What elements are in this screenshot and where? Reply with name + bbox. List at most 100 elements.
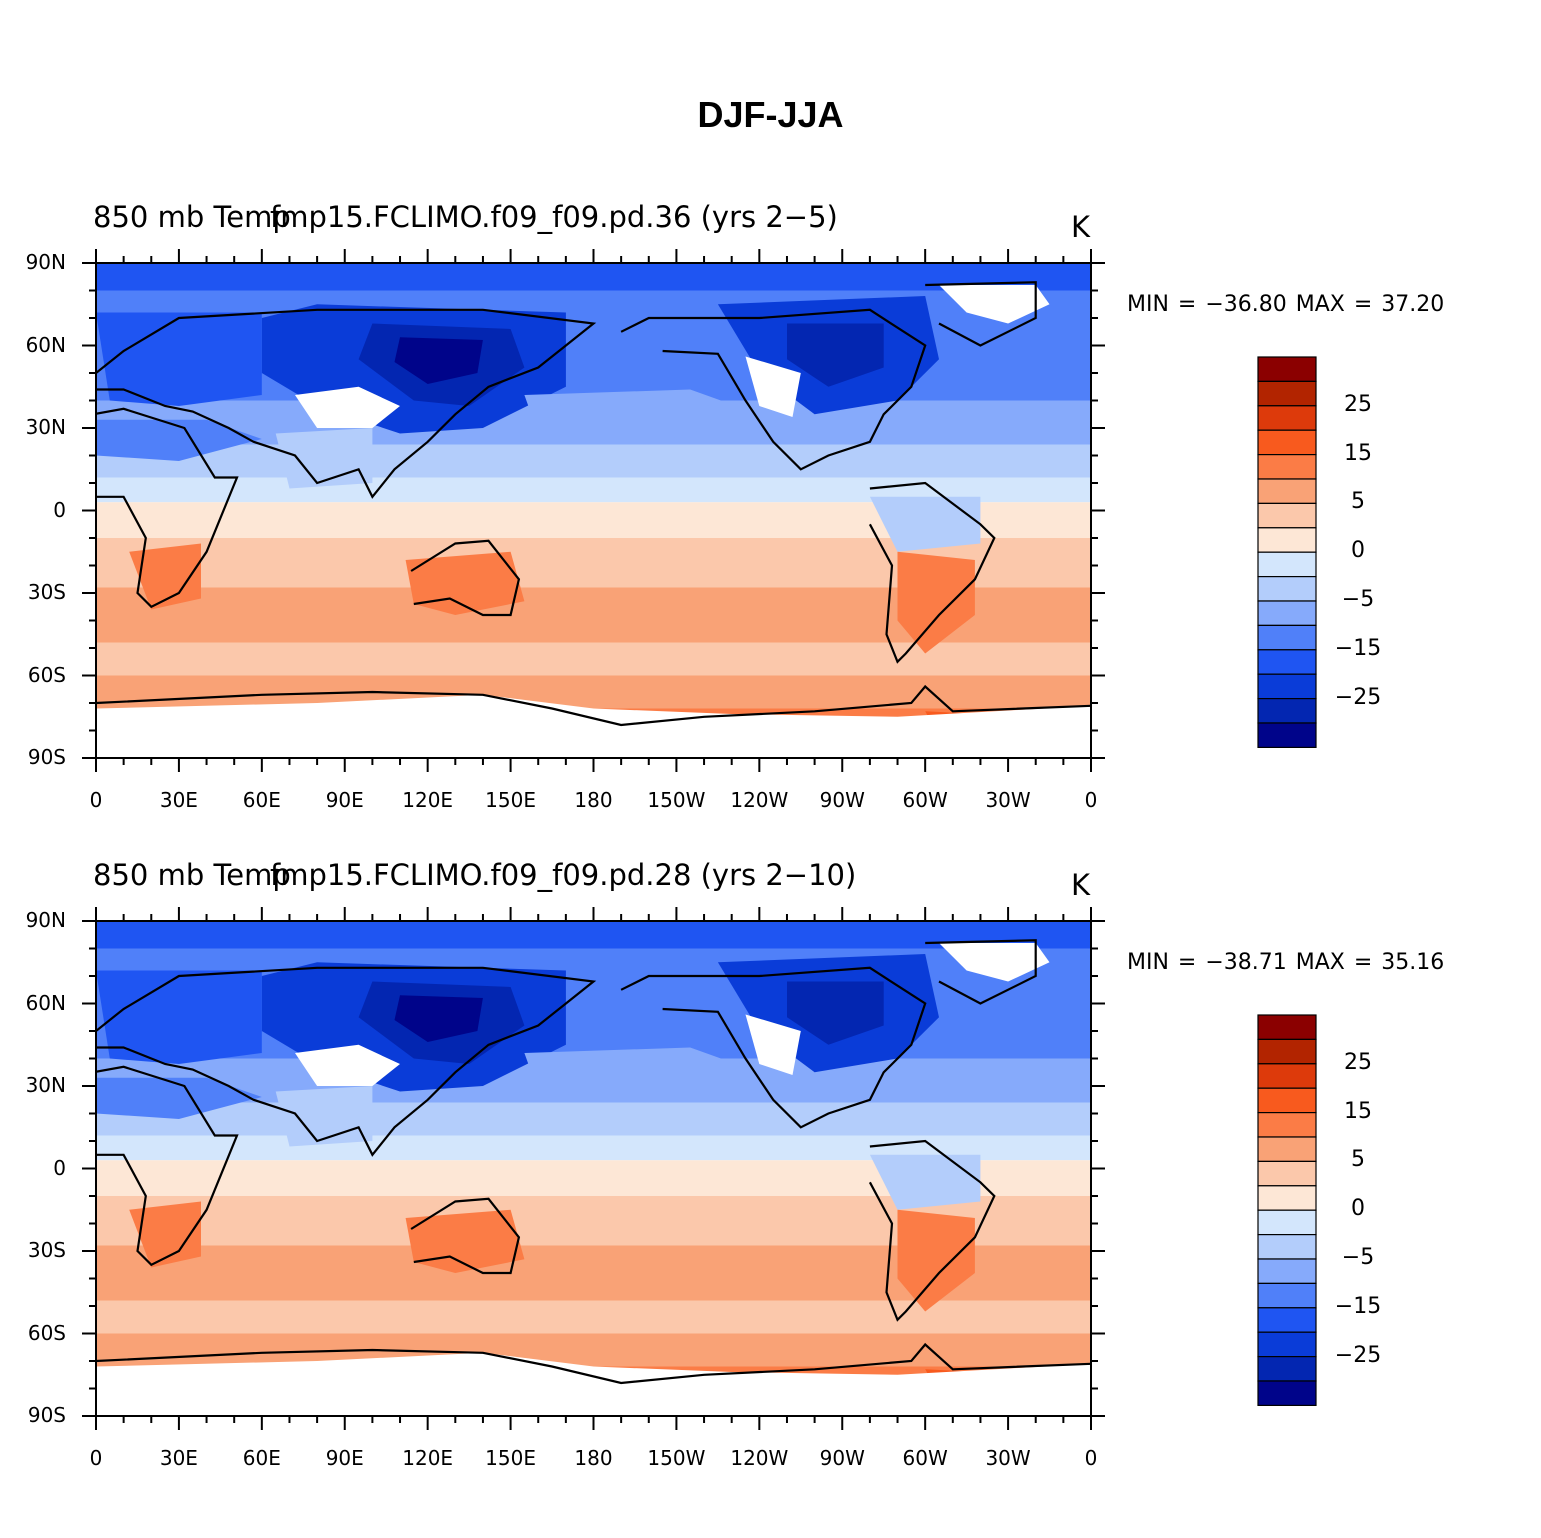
lon-tick-label: 120E [402, 1446, 454, 1470]
south-africa-region [129, 1201, 201, 1268]
colorbar-box [1257, 1014, 1317, 1040]
colorbar-box [1257, 1160, 1317, 1187]
amazon-region [869, 1154, 981, 1210]
case-label: fmp15.FCLIMO.f09_f09.pd.28 (yrs 2−10) [270, 858, 857, 892]
colorbar-label: −25 [1334, 1342, 1382, 1368]
field-layer [96, 263, 1091, 758]
siberia-max-region [394, 337, 483, 384]
europe-cold-region [96, 312, 262, 406]
temperature-band [96, 263, 1091, 291]
lat-tick-label: 30N [25, 415, 66, 439]
lon-tick-label: 150W [647, 788, 706, 812]
coast-greenland [925, 281, 1037, 347]
canada-core-region [787, 323, 884, 387]
colorbar-box [1257, 1087, 1317, 1114]
lon-tick-label: 30W [985, 788, 1031, 812]
lon-tick-label: 120W [730, 788, 789, 812]
lat-tick-label: 60N [25, 332, 66, 357]
map-plot [82, 249, 1317, 772]
figure-title: DJF-JJA [697, 94, 844, 135]
india-warm-region [275, 428, 373, 489]
colorbar-box [1257, 1136, 1317, 1162]
lon-tick-label: 60E [242, 788, 281, 812]
colorbar-box [1257, 454, 1317, 480]
map-plot [82, 907, 1317, 1430]
coast-eurasia [96, 308, 597, 499]
colorbar-label: 0 [1351, 538, 1365, 564]
colorbar-label: −5 [1341, 587, 1375, 612]
temperature-band [96, 921, 1091, 949]
colorbar-label: −25 [1334, 684, 1382, 710]
case-label: fmp15.FCLIMO.f09_f09.pd.36 (yrs 2−5) [270, 200, 838, 234]
greenland-mask [939, 285, 1050, 324]
colorbar-box [1257, 356, 1317, 382]
variable-label: 850 mb Temp [93, 858, 291, 892]
colorbar-box [1257, 1331, 1317, 1358]
lon-tick-label: 0 [89, 1446, 103, 1470]
lon-tick-label: 150E [485, 1446, 536, 1470]
coast-africa [96, 1065, 239, 1267]
colorbar-label: 0 [1351, 1196, 1365, 1222]
lon-tick-label: 30W [985, 1446, 1031, 1470]
colorbar-box [1257, 698, 1317, 724]
colorbar-box [1257, 722, 1317, 748]
colorbar-box [1257, 478, 1317, 504]
antarctica-mask [96, 1352, 1091, 1416]
colorbar-label: 25 [1344, 1049, 1372, 1075]
colorbar-label: −5 [1341, 1245, 1375, 1270]
field-layer [96, 921, 1091, 1416]
lon-tick-label: 30E [159, 1446, 198, 1470]
lon-tick-label: 120W [730, 1446, 789, 1470]
temperature-band [96, 642, 1091, 676]
colorbar-box [1257, 1209, 1317, 1236]
australia-region [405, 1209, 525, 1273]
lat-tick-label: 30S [27, 1238, 66, 1262]
colorbar-box [1257, 527, 1317, 553]
lon-tick-label: 90E [325, 788, 364, 812]
colorbar-box [1257, 624, 1317, 651]
colorbar-box [1257, 1380, 1317, 1406]
colorbar-box [1257, 1307, 1317, 1333]
lon-tick-label: 60W [902, 1446, 948, 1470]
colorbar-box [1257, 1185, 1317, 1211]
temperature-band [96, 1300, 1091, 1334]
coast-south-america [868, 1139, 996, 1322]
colorbar-box [1257, 1038, 1317, 1065]
colorbar-box [1257, 380, 1317, 407]
coast-greenland [925, 939, 1037, 1005]
colorbar-label: 15 [1344, 440, 1372, 466]
lon-tick-label: 120E [402, 788, 454, 812]
coast-south-america [868, 481, 996, 664]
min-max-label: MIN = −38.71 MAX = 35.16 [1127, 950, 1445, 975]
lat-tick-label: 0 [53, 1155, 66, 1180]
lon-tick-label: 180 [574, 788, 613, 812]
coast-australia [410, 1197, 521, 1275]
units-label: K [1071, 210, 1091, 244]
antarctica-mask [96, 694, 1091, 758]
lat-tick-label: 90N [25, 908, 66, 932]
lon-tick-label: 90W [819, 788, 865, 812]
colorbar-box [1257, 1112, 1317, 1138]
colorbar-label: 5 [1351, 489, 1365, 515]
units-label: K [1071, 868, 1091, 902]
canada-core-region [787, 981, 884, 1045]
tibet-mask [295, 1044, 400, 1086]
map-panel-bottom: 850 mb Temp fmp15.FCLIMO.f09_f09.pd.28 (… [0, 854, 1541, 1504]
colorbar-box [1257, 600, 1317, 626]
lat-tick-label: 30S [27, 580, 66, 604]
lon-tick-label: 0 [1084, 1446, 1098, 1470]
colorbar-box [1257, 1063, 1317, 1089]
map-panel-top: 850 mb Temp fmp15.FCLIMO.f09_f09.pd.36 (… [0, 196, 1541, 846]
lat-tick-label: 60S [27, 662, 66, 687]
colorbar-box [1257, 649, 1317, 675]
colorbar-box [1257, 551, 1317, 578]
temperature-band [96, 444, 1091, 478]
lon-tick-label: 0 [1084, 788, 1098, 812]
lon-tick-label: 90E [325, 1446, 364, 1470]
lon-tick-label: 30E [159, 788, 198, 812]
colorbar-box [1257, 1258, 1317, 1284]
lon-tick-label: 90W [819, 1446, 865, 1470]
amazon-region [869, 496, 981, 552]
australia-region [405, 551, 525, 615]
siberia-max-region [394, 995, 483, 1042]
